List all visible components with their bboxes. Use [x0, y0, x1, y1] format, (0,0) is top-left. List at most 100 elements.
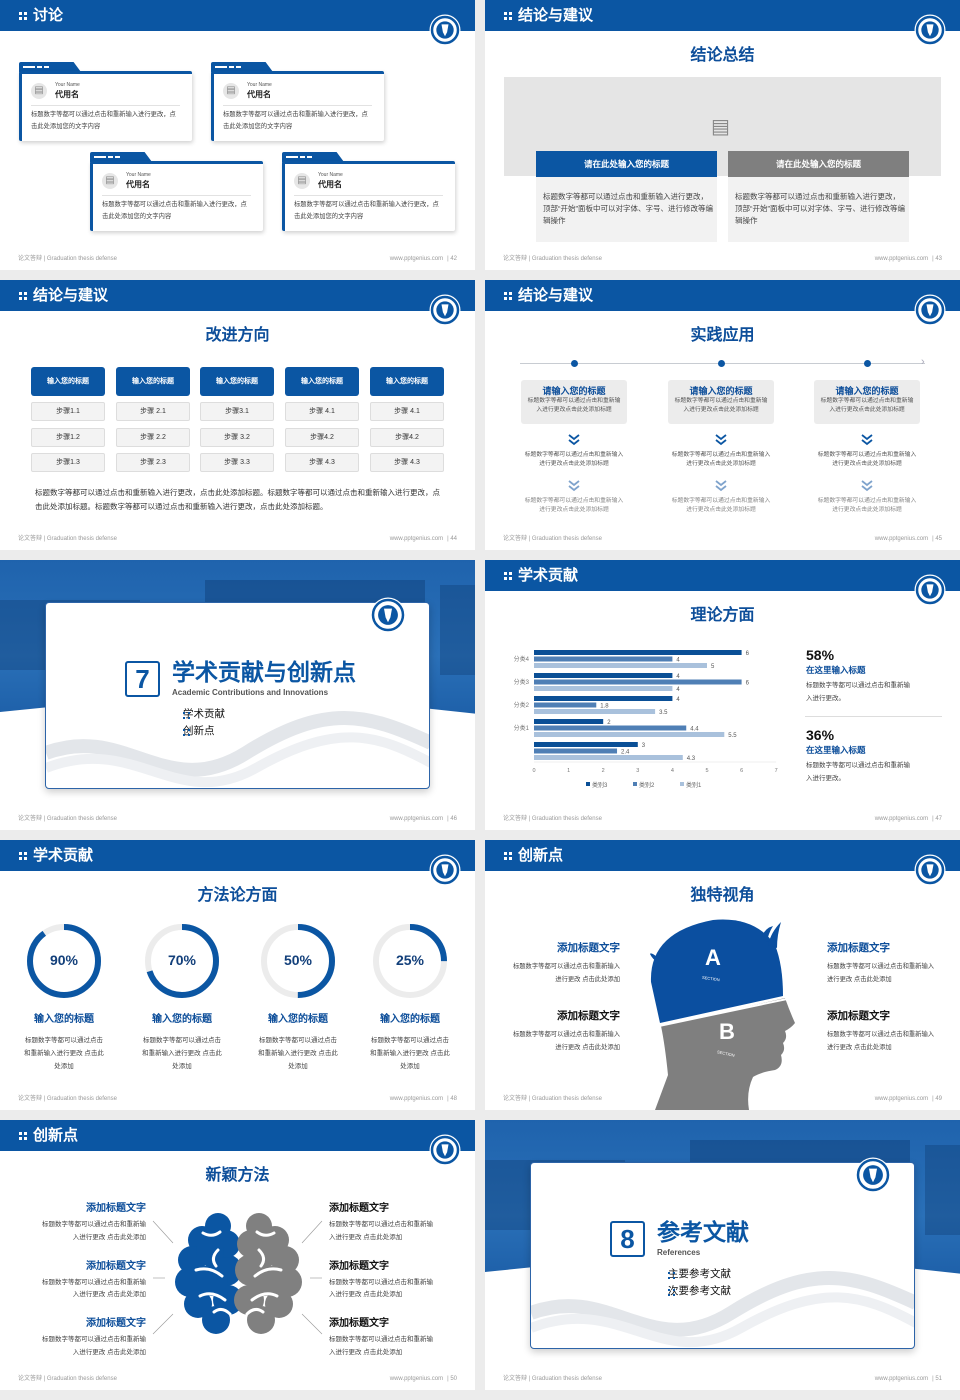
progress-ring — [145, 924, 219, 998]
slide-header-bar: 讨论 — [0, 0, 475, 31]
emblem-pen — [926, 24, 934, 37]
step-detail-text: 标题数字等都可以通过点击和重新输入进行更改点击此处添加标题 — [817, 498, 917, 513]
card-body: ▤ Your Name 代用名 标题数字等都可以通过点击和重新输入进行更改，点击此处添… — [211, 71, 384, 141]
data-label: 2.4 — [621, 750, 630, 756]
university-emblem-icon — [429, 294, 461, 326]
footer-right: www.pptgenius.com | 45 — [875, 536, 942, 543]
section-bullet[interactable]: 主要参考文献 — [657, 1268, 731, 1281]
slide-47[interactable]: 学术贡献 论文答辩 | Graduation thesis defense www.… — [485, 560, 960, 830]
stat-value: 36% — [806, 727, 835, 743]
name-english: Your Name — [318, 172, 343, 178]
column-header[interactable]: 输入您的标题 — [285, 367, 359, 396]
slide-header-title: 结论与建议 — [33, 287, 109, 304]
step-box[interactable]: 步骤 3.2 — [200, 427, 274, 447]
step-box[interactable]: 步骤 2.3 — [116, 453, 190, 472]
step-box[interactable]: 步骤4.2 — [285, 427, 359, 447]
column-header[interactable]: 输入您的标题 — [31, 367, 105, 396]
slide-44[interactable]: 结论与建议 论文答辩 | Graduation thesis defense www… — [0, 280, 475, 550]
slide-42[interactable]: 讨论 论文答辩 | Graduation thesis defense www.pp… — [0, 0, 475, 270]
university-emblem-icon — [429, 14, 461, 46]
grid-dots-icon — [19, 12, 27, 20]
university-emblem-icon — [429, 1134, 461, 1166]
slide-48[interactable]: 学术贡献 论文答辩 | Graduation thesis defense www.… — [0, 840, 475, 1110]
step-box[interactable]: 步骤 4.1 — [285, 402, 359, 421]
step-card[interactable]: 请输入您的标题 标题数字等都可以通过点击和重新输入进行更改点击此处添加标题 — [668, 380, 774, 424]
step-box[interactable]: 步骤 4.3 — [370, 453, 444, 472]
slide-46[interactable]: 7 学术贡献与创新点 Academic Contributions and Inno… — [0, 560, 475, 830]
profile-card[interactable]: ▤ Your Name 代用名 标题数字等都可以通过点击和重新输入进行更改，点击此处添… — [90, 152, 265, 234]
footer-left-text: 论文答辩 | Graduation thesis defense — [18, 1376, 117, 1382]
method-text: 标题数字等都可以通过点击和重新输入进行更改 点击此处添加 — [329, 1336, 433, 1356]
step-box[interactable]: 步骤3.1 — [200, 402, 274, 421]
method-text: 标题数字等都可以通过点击和重新输入进行更改 点击此处添加 — [42, 1336, 146, 1356]
data-label: 4.4 — [690, 727, 699, 733]
step-box[interactable]: 步骤4.2 — [370, 427, 444, 447]
step-box[interactable]: 步骤1.3 — [31, 453, 105, 472]
section-bullet[interactable]: 次要参考文献 — [657, 1285, 731, 1298]
column-header[interactable]: 输入您的标题 — [200, 367, 274, 396]
point-text: 标题数字等都可以通过点击和重新输入进行更改 点击此处添加 — [827, 1031, 935, 1051]
method-title: 添加标题文字 — [86, 1203, 146, 1214]
footer-left-text: 论文答辩 | Graduation thesis defense — [18, 816, 117, 822]
step-card[interactable]: 请输入您的标题 标题数字等都可以通过点击和重新输入进行更改点击此处添加标题 — [814, 380, 920, 424]
page-number: | 45 — [932, 536, 942, 542]
data-label: 1.8 — [600, 704, 609, 710]
timeline-dot — [571, 360, 578, 367]
footer-right: www.pptgenius.com | 44 — [390, 536, 457, 543]
card-divider — [294, 195, 443, 196]
emblem-pen — [869, 1168, 877, 1183]
profile-card[interactable]: ▤ Your Name 代用名 标题数字等都可以通过点击和重新输入进行更改，点击此处添… — [19, 62, 194, 144]
x-tick-label: 5 — [705, 768, 708, 774]
data-label: 4 — [676, 697, 680, 703]
point-text: 标题数字等都可以通过点击和重新输入进行更改 点击此处添加 — [512, 1031, 620, 1051]
step-box[interactable]: 步骤 3.3 — [200, 453, 274, 472]
section-bullet[interactable]: 学术贡献 — [172, 708, 225, 721]
section-bullet[interactable]: 创新点 — [172, 725, 215, 738]
stat-title: 在这里输入标题 — [806, 665, 866, 675]
page-number: | 48 — [447, 1096, 457, 1102]
brain-left-lobe — [196, 1238, 224, 1266]
bullet-dots-icon — [183, 729, 191, 737]
slide-header-title: 创新点 — [518, 847, 564, 864]
data-label: 4 — [676, 658, 680, 664]
step-box[interactable]: 步骤1.2 — [31, 427, 105, 447]
footer-left-text: 论文答辩 | Graduation thesis defense — [503, 816, 602, 822]
university-emblem-icon — [855, 1157, 891, 1193]
step-box[interactable]: 步骤1.1 — [31, 402, 105, 421]
slide-header-title: 讨论 — [33, 7, 64, 24]
step-box[interactable]: 步骤 2.2 — [116, 427, 190, 447]
slide-header-bar: 结论与建议 — [485, 280, 960, 311]
slide-header-title: 创新点 — [33, 1127, 79, 1144]
building-silhouette — [440, 585, 475, 675]
grid-dots-icon — [504, 12, 512, 20]
footer-site: www.pptgenius.com — [874, 256, 929, 262]
step-box[interactable]: 步骤 4.3 — [285, 453, 359, 472]
method-text: 标题数字等都可以通过点击和重新输入进行更改 点击此处添加 — [329, 1278, 433, 1299]
slide-51[interactable]: 8 参考文献 References 主要参考文献 次要参考文献 论文答辩 | Gradua… — [485, 1120, 960, 1390]
profile-card[interactable]: ▤ Your Name 代用名 标题数字等都可以通过点击和重新输入进行更改，点击此处添… — [282, 152, 457, 234]
panel-text: 标题数字等都可以通过点击和重新输入进行更改，顶部“开始”面板中可以对字体、字号、… — [543, 192, 713, 225]
slide-49[interactable]: 创新点 论文答辩 | Graduation thesis defense www.p… — [485, 840, 960, 1110]
step-card[interactable]: 请输入您的标题 标题数字等都可以通过点击和重新输入进行更改点击此处添加标题 — [521, 380, 627, 424]
avatar-image-icon: ▤ — [102, 173, 118, 189]
chevron-path — [568, 434, 580, 446]
column-header[interactable]: 输入您的标题 — [370, 367, 444, 396]
column-header[interactable]: 输入您的标题 — [116, 367, 190, 396]
bullet-text: 主要参考文献 — [668, 1268, 731, 1280]
x-tick-label: 2 — [602, 768, 605, 774]
slide-43[interactable]: 结论与建议 论文答辩 | Graduation thesis defense www… — [485, 0, 960, 270]
slide-header-bar: 创新点 — [0, 1120, 475, 1151]
step-box[interactable]: 步骤 4.1 — [370, 402, 444, 421]
category-label: 分类2 — [514, 701, 530, 709]
footer-site: www.pptgenius.com — [389, 816, 444, 822]
slide-50[interactable]: 创新点 论文答辩 | Graduation thesis defense www.p… — [0, 1120, 475, 1390]
method-title: 添加标题文字 — [329, 1318, 389, 1329]
chevron-svg — [568, 434, 580, 446]
progress-ring — [261, 924, 335, 998]
step-box[interactable]: 步骤 2.1 — [116, 402, 190, 421]
profile-card[interactable]: ▤ Your Name 代用名 标题数字等都可以通过点击和重新输入进行更改，点击此处添… — [211, 62, 386, 144]
slide-45[interactable]: 结论与建议 论文答辩 | Graduation thesis defense www… — [485, 280, 960, 550]
step-text: 标题数字等都可以通过点击和重新输入进行更改点击此处添加标题 — [527, 398, 621, 413]
slide-header-bar: 创新点 — [485, 840, 960, 871]
